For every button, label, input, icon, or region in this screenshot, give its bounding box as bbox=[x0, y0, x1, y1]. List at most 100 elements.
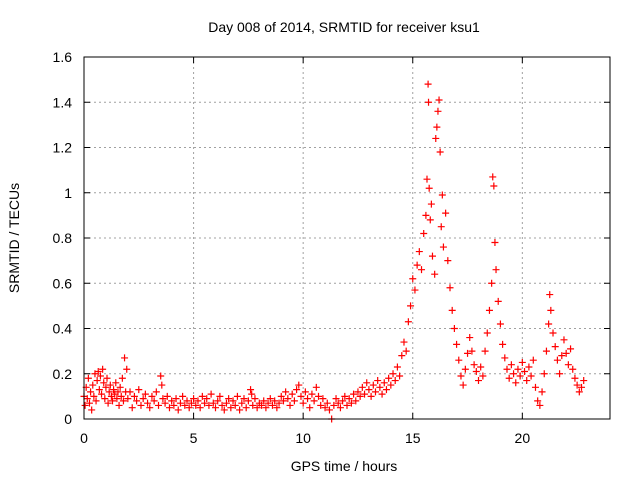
data-point bbox=[227, 404, 235, 412]
data-point bbox=[126, 388, 134, 396]
data-point bbox=[385, 374, 393, 382]
data-point bbox=[139, 395, 147, 403]
data-point bbox=[479, 372, 487, 380]
data-point bbox=[116, 383, 124, 391]
data-point bbox=[496, 320, 504, 328]
data-point bbox=[201, 399, 209, 407]
data-point bbox=[531, 383, 539, 391]
data-point bbox=[87, 388, 95, 396]
data-point bbox=[352, 397, 360, 405]
data-point bbox=[435, 96, 443, 104]
y-tick-label: 1.2 bbox=[53, 140, 73, 156]
data-point bbox=[367, 392, 375, 400]
data-point bbox=[380, 379, 388, 387]
data-point bbox=[218, 401, 226, 409]
data-point bbox=[444, 257, 452, 265]
data-point bbox=[229, 397, 237, 405]
data-point bbox=[209, 399, 217, 407]
y-tick-label: 0.6 bbox=[53, 275, 73, 291]
data-point bbox=[264, 399, 272, 407]
data-point bbox=[425, 98, 433, 106]
y-tick-label: 0 bbox=[64, 411, 72, 427]
data-point bbox=[323, 399, 331, 407]
data-point bbox=[146, 404, 154, 412]
data-point bbox=[118, 374, 126, 382]
y-axis-label: SRMTID / TECUs bbox=[6, 183, 22, 293]
data-point bbox=[88, 406, 96, 414]
data-point bbox=[457, 372, 465, 380]
x-tick-label: 5 bbox=[190, 430, 198, 446]
data-point bbox=[494, 297, 502, 305]
data-point bbox=[527, 372, 535, 380]
data-point bbox=[427, 200, 435, 208]
data-point bbox=[286, 401, 294, 409]
data-point bbox=[404, 318, 412, 326]
data-point bbox=[165, 404, 173, 412]
data-point bbox=[297, 392, 305, 400]
data-point bbox=[426, 216, 434, 224]
data-point bbox=[103, 374, 111, 382]
data-point bbox=[475, 377, 482, 385]
data-point bbox=[161, 399, 169, 407]
data-point bbox=[233, 392, 241, 400]
data-point bbox=[438, 191, 446, 199]
axes: 0 5 10 15 20 0 0.2 0.4 0.6 0.8 1 1.2 1.4 1.6 bbox=[53, 49, 611, 446]
data-point bbox=[369, 381, 377, 389]
data-point bbox=[433, 123, 441, 131]
data-point bbox=[464, 349, 472, 357]
data-point bbox=[216, 392, 224, 400]
data-point bbox=[108, 397, 116, 405]
data-point bbox=[205, 401, 213, 409]
data-point bbox=[461, 365, 469, 373]
data-point bbox=[183, 397, 191, 405]
data-point bbox=[431, 270, 439, 278]
data-point bbox=[89, 381, 97, 389]
data-point bbox=[459, 381, 467, 389]
data-point bbox=[505, 374, 513, 382]
data-point bbox=[123, 365, 131, 373]
data-point bbox=[376, 383, 384, 391]
data-point bbox=[356, 392, 364, 400]
data-point bbox=[105, 388, 113, 396]
data-point bbox=[341, 392, 349, 400]
data-point bbox=[569, 365, 577, 373]
data-point bbox=[450, 325, 458, 332]
data-point bbox=[238, 399, 246, 407]
data-point bbox=[468, 347, 476, 355]
data-point bbox=[503, 365, 511, 373]
data-point bbox=[262, 404, 270, 412]
data-point bbox=[99, 365, 107, 373]
data-point bbox=[100, 379, 108, 387]
data-point bbox=[553, 356, 561, 364]
data-point bbox=[159, 395, 167, 403]
data-point bbox=[534, 397, 542, 405]
data-point bbox=[391, 377, 399, 385]
y-tick-label: 0.4 bbox=[53, 321, 73, 337]
data-point bbox=[448, 306, 456, 314]
data-point bbox=[96, 372, 104, 380]
plot-frame bbox=[83, 56, 611, 420]
data-point bbox=[510, 370, 518, 378]
data-point bbox=[104, 399, 112, 407]
data-point bbox=[304, 395, 312, 403]
data-point bbox=[172, 395, 180, 403]
data-point bbox=[423, 175, 431, 183]
data-point bbox=[279, 397, 287, 405]
data-point bbox=[516, 372, 524, 380]
data-point bbox=[308, 390, 316, 398]
data-point bbox=[144, 399, 152, 407]
data-point bbox=[113, 395, 121, 403]
data-point bbox=[225, 395, 233, 403]
data-point bbox=[150, 397, 158, 405]
data-point bbox=[489, 173, 497, 181]
data-point bbox=[240, 395, 248, 403]
data-point bbox=[514, 365, 522, 373]
data-point bbox=[580, 377, 588, 385]
data-point bbox=[330, 401, 338, 409]
data-point bbox=[400, 338, 408, 346]
data-point bbox=[350, 390, 358, 398]
data-point bbox=[106, 381, 114, 389]
data-point bbox=[158, 381, 166, 389]
data-point bbox=[214, 397, 222, 405]
data-point bbox=[94, 367, 102, 375]
